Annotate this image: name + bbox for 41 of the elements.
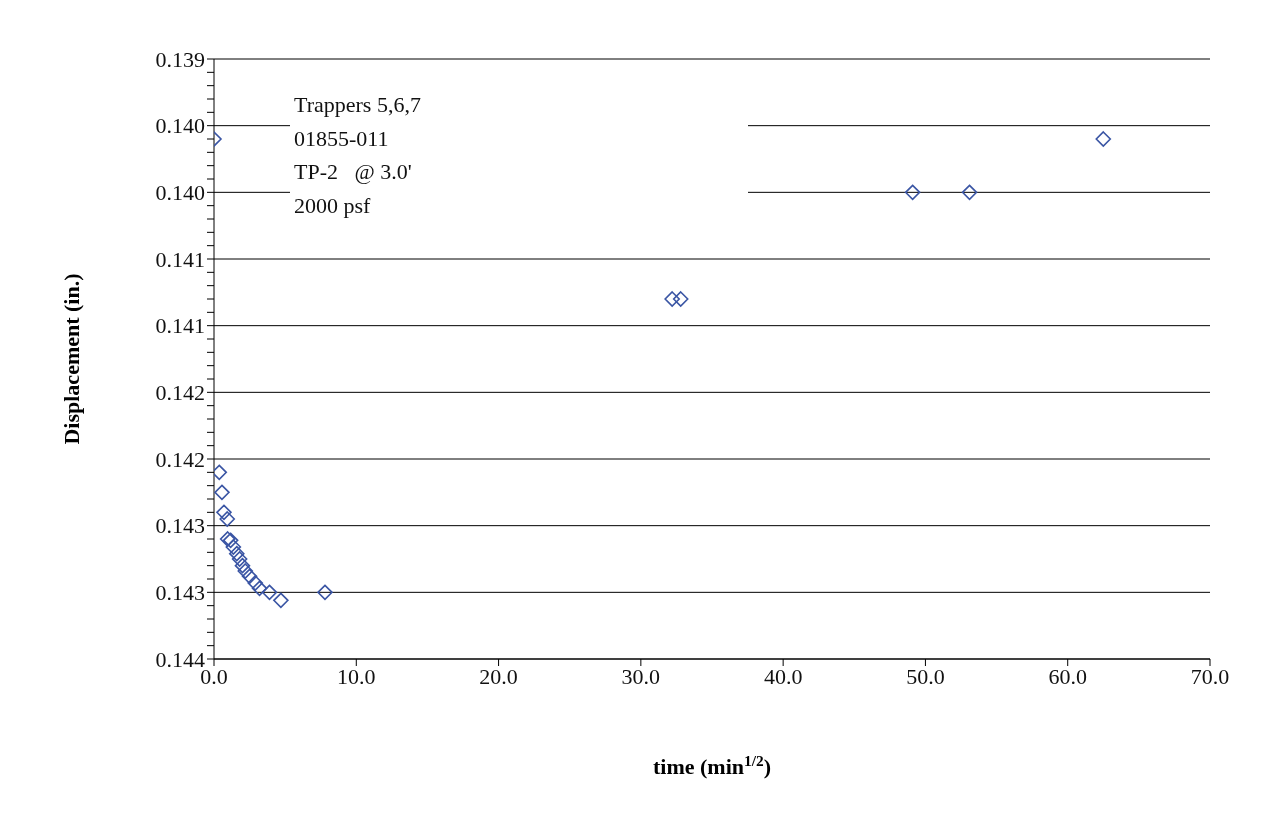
x-tick-label: 30.0	[621, 663, 661, 689]
point	[247, 575, 264, 591]
point	[261, 584, 278, 601]
x-tick-label: 20.0	[479, 663, 518, 689]
x-axis-title: time (min$^{1/2}$)	[652, 751, 772, 779]
y-tick-label: 0.143	[155, 513, 205, 539]
point	[219, 511, 236, 527]
y-tick-label: 0.141	[155, 246, 205, 272]
point	[273, 592, 289, 609]
annotation: TP-2 @ 3.0'	[294, 158, 413, 186]
annotation: Trappers 5,6,7	[294, 91, 422, 119]
y-tick-label: 0.142	[155, 380, 205, 406]
point	[234, 557, 251, 574]
y-tick-label: 0.139	[155, 46, 205, 72]
point	[1095, 131, 1112, 147]
y-tick-label: 0.142	[155, 446, 205, 472]
point	[961, 184, 978, 201]
point	[241, 568, 258, 585]
point	[251, 580, 268, 597]
x-tick-label: 70.0	[1190, 663, 1230, 689]
x-tick-label: 40.0	[763, 663, 803, 689]
point	[216, 504, 232, 521]
annotation: 2000 psf	[294, 191, 372, 220]
y-tick-label: 0.140	[155, 113, 205, 139]
y-tick-label: 0.140	[155, 180, 205, 206]
x-tick-label: 50.0	[906, 663, 945, 689]
x-tick-label: 60.0	[1048, 663, 1087, 689]
point	[225, 539, 242, 555]
y-tick-label: 0.143	[155, 580, 205, 606]
point	[237, 563, 254, 579]
y-tick-label: 0.141	[155, 313, 205, 339]
point	[672, 291, 689, 307]
annotation: 01855-011	[294, 124, 390, 153]
x-tick-label: 10.0	[337, 663, 376, 689]
point	[231, 551, 248, 567]
point	[664, 291, 680, 307]
point	[904, 184, 921, 201]
point	[317, 584, 333, 601]
y-axis-title: Displacement (in.)	[59, 273, 84, 445]
point	[228, 545, 245, 562]
point	[214, 484, 230, 501]
